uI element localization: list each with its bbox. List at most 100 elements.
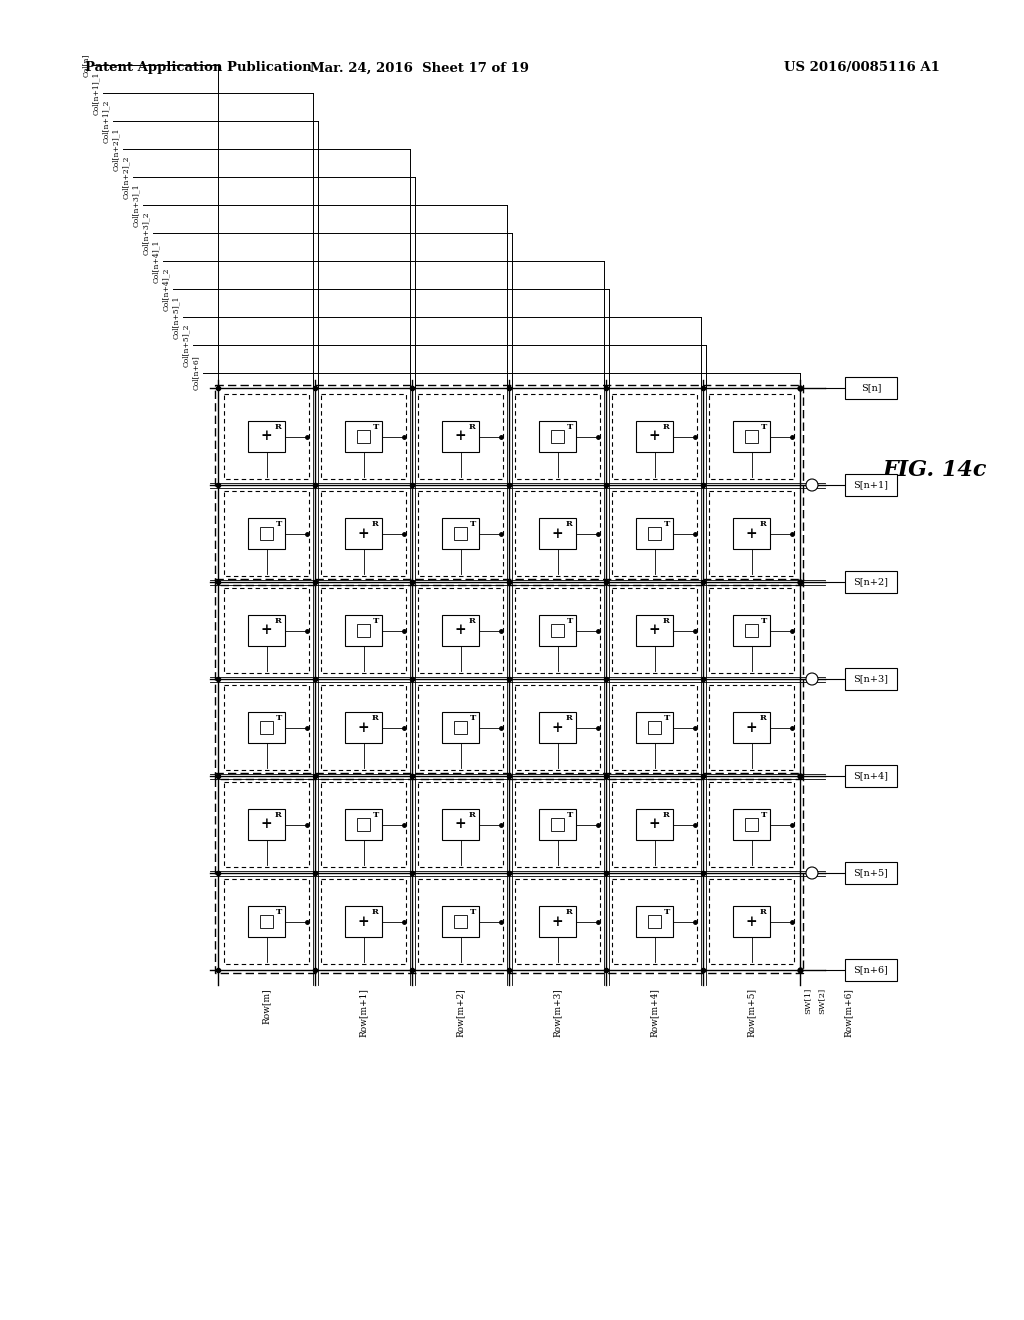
Text: US 2016/0085116 A1: US 2016/0085116 A1: [784, 62, 940, 74]
Text: Col[n+4]_1: Col[n+4]_1: [152, 239, 160, 282]
Bar: [551, 430, 564, 442]
Text: Col[n+1]_2: Col[n+1]_2: [102, 99, 110, 143]
Text: Row[m+3]: Row[m+3]: [553, 987, 562, 1036]
Text: R: R: [275, 422, 282, 430]
Text: Col[n+2]_1: Col[n+2]_1: [112, 127, 120, 170]
Bar: [442, 906, 479, 937]
Bar: [248, 517, 285, 549]
Bar: [745, 818, 758, 830]
Bar: [345, 421, 382, 451]
Bar: [248, 809, 285, 840]
Text: S[n+6]: S[n+6]: [854, 965, 889, 974]
Bar: [357, 430, 370, 442]
Bar: [442, 517, 479, 549]
Bar: [442, 421, 479, 451]
Bar: [539, 906, 575, 937]
Bar: [733, 906, 770, 937]
Text: Patent Application Publication: Patent Application Publication: [85, 62, 311, 74]
Bar: [455, 527, 467, 540]
Bar: [345, 809, 382, 840]
Text: +: +: [455, 623, 466, 638]
Text: R: R: [760, 908, 767, 916]
Bar: [455, 915, 467, 928]
Text: T: T: [470, 714, 476, 722]
Text: R: R: [469, 616, 476, 624]
Text: Mar. 24, 2016  Sheet 17 of 19: Mar. 24, 2016 Sheet 17 of 19: [310, 62, 529, 74]
Text: +: +: [552, 915, 563, 928]
Text: +: +: [745, 721, 758, 734]
Text: S[n+3]: S[n+3]: [853, 675, 889, 684]
Text: T: T: [761, 810, 767, 818]
Bar: [733, 421, 770, 451]
Bar: [248, 421, 285, 451]
Text: T: T: [566, 616, 573, 624]
Text: R: R: [275, 616, 282, 624]
Bar: [733, 809, 770, 840]
Text: R: R: [664, 422, 670, 430]
Text: T: T: [470, 520, 476, 528]
Text: R: R: [566, 520, 573, 528]
Bar: [260, 527, 272, 540]
Text: +: +: [261, 817, 272, 832]
Text: FIG. 14c: FIG. 14c: [883, 459, 987, 480]
Text: +: +: [261, 623, 272, 638]
Bar: [551, 818, 564, 830]
Bar: [442, 615, 479, 645]
Bar: [845, 474, 897, 496]
Text: Col[n+3]_2: Col[n+3]_2: [142, 211, 150, 255]
Text: +: +: [455, 817, 466, 832]
Text: Col[n+3]_1: Col[n+3]_1: [132, 183, 140, 227]
Bar: [845, 668, 897, 690]
Text: R: R: [275, 810, 282, 818]
Bar: [215, 385, 803, 585]
Bar: [539, 809, 575, 840]
Text: T: T: [275, 908, 282, 916]
Bar: [845, 572, 897, 593]
Bar: [260, 915, 272, 928]
Bar: [745, 624, 758, 636]
Text: +: +: [745, 915, 758, 928]
Text: S[n+2]: S[n+2]: [853, 578, 889, 586]
Text: R: R: [469, 422, 476, 430]
Text: T: T: [373, 422, 379, 430]
Text: S[n+1]: S[n+1]: [853, 480, 889, 490]
Text: Row[m]: Row[m]: [262, 987, 271, 1023]
Bar: [636, 711, 673, 743]
Text: R: R: [372, 714, 379, 722]
Text: R: R: [372, 520, 379, 528]
Bar: [733, 615, 770, 645]
Bar: [345, 906, 382, 937]
Bar: [636, 615, 673, 645]
Bar: [845, 960, 897, 981]
Text: T: T: [664, 520, 670, 528]
Circle shape: [806, 867, 818, 879]
Text: R: R: [760, 520, 767, 528]
Text: +: +: [261, 429, 272, 444]
Text: +: +: [455, 429, 466, 444]
Text: +: +: [648, 429, 660, 444]
Text: Row[m+1]: Row[m+1]: [359, 987, 368, 1038]
Bar: [845, 766, 897, 787]
Text: R: R: [566, 908, 573, 916]
Bar: [648, 915, 660, 928]
Text: +: +: [552, 527, 563, 540]
Bar: [733, 517, 770, 549]
Text: Row[m+6]: Row[m+6]: [844, 987, 853, 1038]
Text: +: +: [357, 915, 370, 928]
Bar: [636, 517, 673, 549]
Text: S[n+4]: S[n+4]: [853, 771, 889, 780]
Text: +: +: [357, 527, 370, 540]
Text: Col[n+4]_2: Col[n+4]_2: [162, 267, 170, 310]
Bar: [539, 615, 575, 645]
Bar: [745, 430, 758, 442]
Bar: [345, 711, 382, 743]
Text: T: T: [470, 908, 476, 916]
Text: R: R: [372, 908, 379, 916]
Text: Col[n+5]_2: Col[n+5]_2: [182, 323, 190, 367]
Text: +: +: [648, 623, 660, 638]
Text: R: R: [566, 714, 573, 722]
Bar: [260, 721, 272, 734]
Bar: [539, 711, 575, 743]
Text: Row[m+5]: Row[m+5]: [746, 987, 756, 1038]
Text: T: T: [566, 810, 573, 818]
